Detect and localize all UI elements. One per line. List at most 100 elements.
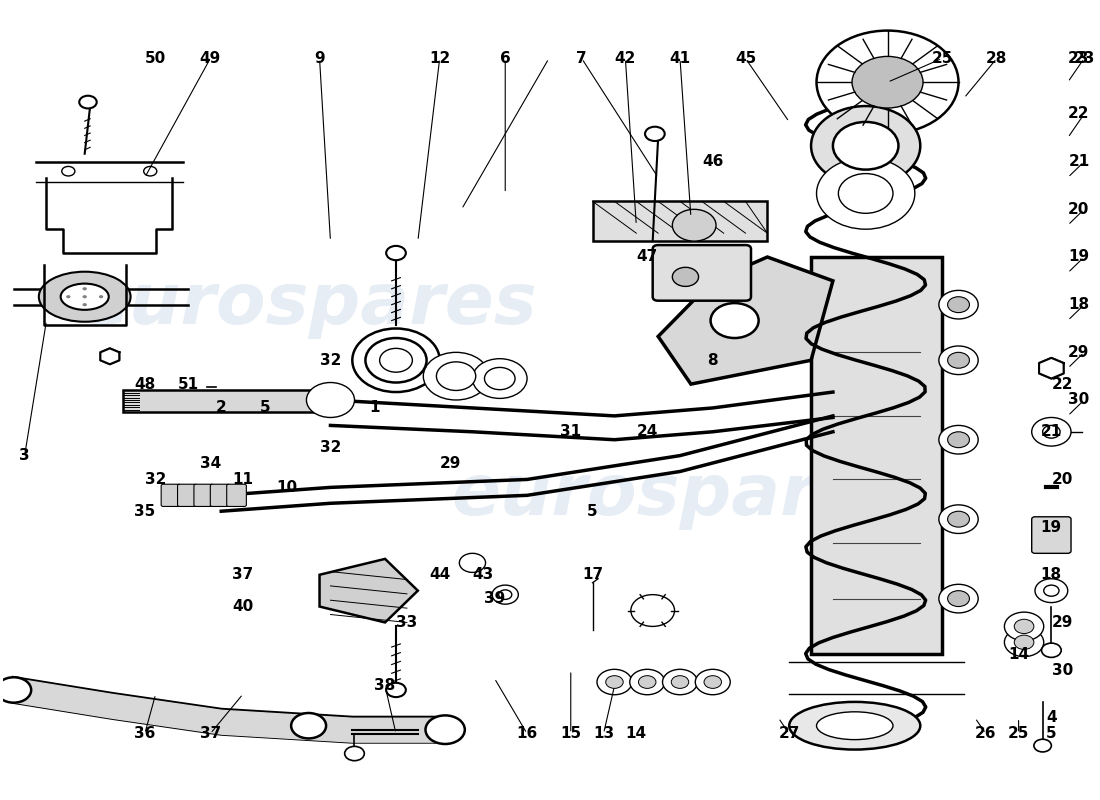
Polygon shape — [319, 559, 418, 622]
Circle shape — [484, 367, 515, 390]
Ellipse shape — [60, 284, 109, 310]
Text: 38: 38 — [374, 678, 396, 694]
Text: 18: 18 — [1041, 567, 1062, 582]
Text: 11: 11 — [232, 472, 254, 487]
Text: 23: 23 — [1074, 51, 1094, 66]
Text: 9: 9 — [315, 51, 324, 66]
Text: 36: 36 — [134, 726, 155, 741]
Polygon shape — [593, 202, 768, 241]
Text: 44: 44 — [429, 567, 450, 582]
Circle shape — [492, 585, 518, 604]
Ellipse shape — [816, 712, 893, 740]
Text: 41: 41 — [670, 51, 691, 66]
Text: 21: 21 — [1041, 424, 1062, 439]
Text: 10: 10 — [276, 480, 297, 495]
Text: 6: 6 — [499, 51, 510, 66]
Text: 20: 20 — [1052, 472, 1072, 487]
Circle shape — [947, 511, 969, 527]
Circle shape — [662, 670, 697, 694]
Circle shape — [379, 348, 412, 372]
Circle shape — [311, 386, 350, 414]
Text: 13: 13 — [593, 726, 614, 741]
Text: 27: 27 — [779, 726, 800, 741]
Bar — [123, 390, 324, 412]
Text: 32: 32 — [145, 472, 166, 487]
Circle shape — [1004, 612, 1044, 641]
Circle shape — [82, 287, 87, 290]
Circle shape — [310, 390, 340, 412]
Text: 43: 43 — [473, 567, 494, 582]
Circle shape — [947, 297, 969, 313]
Circle shape — [939, 584, 978, 613]
Circle shape — [82, 303, 87, 306]
Text: 19: 19 — [1068, 250, 1090, 265]
Text: 33: 33 — [396, 615, 418, 630]
Text: 45: 45 — [735, 51, 756, 66]
Text: 32: 32 — [320, 353, 341, 368]
Text: 40: 40 — [232, 599, 254, 614]
Text: 25: 25 — [932, 51, 953, 66]
Text: eurospares: eurospares — [452, 461, 909, 530]
Text: 51: 51 — [178, 377, 199, 392]
Text: eurospares: eurospares — [80, 270, 537, 339]
Text: 15: 15 — [560, 726, 581, 741]
Circle shape — [66, 295, 70, 298]
Text: 4: 4 — [1046, 710, 1057, 726]
Circle shape — [597, 670, 631, 694]
Text: 22: 22 — [1068, 106, 1090, 122]
Circle shape — [947, 432, 969, 448]
Text: 7: 7 — [576, 51, 587, 66]
Polygon shape — [658, 257, 833, 384]
Text: 20: 20 — [1068, 202, 1090, 217]
FancyBboxPatch shape — [162, 484, 180, 506]
Text: 16: 16 — [516, 726, 538, 741]
FancyBboxPatch shape — [227, 484, 246, 506]
Circle shape — [99, 295, 103, 298]
Circle shape — [144, 166, 157, 176]
Polygon shape — [1040, 358, 1064, 378]
Text: 46: 46 — [702, 154, 724, 169]
Text: 34: 34 — [200, 456, 221, 471]
Text: 31: 31 — [560, 424, 581, 439]
Circle shape — [672, 267, 698, 286]
Text: 29: 29 — [1068, 345, 1090, 360]
Circle shape — [939, 426, 978, 454]
Ellipse shape — [39, 272, 131, 322]
Circle shape — [1044, 585, 1059, 596]
Circle shape — [292, 713, 326, 738]
Text: 1: 1 — [368, 401, 379, 415]
Circle shape — [947, 352, 969, 368]
Circle shape — [695, 670, 730, 694]
Text: 47: 47 — [637, 250, 658, 265]
Text: 25: 25 — [1008, 726, 1030, 741]
Circle shape — [645, 126, 664, 141]
Circle shape — [672, 210, 716, 241]
Circle shape — [1034, 739, 1052, 752]
Text: 39: 39 — [484, 591, 505, 606]
FancyBboxPatch shape — [1032, 517, 1071, 554]
Text: 23: 23 — [1068, 51, 1090, 66]
Circle shape — [1004, 628, 1044, 657]
Text: 5: 5 — [1046, 726, 1057, 741]
Circle shape — [811, 106, 921, 186]
Text: 37: 37 — [232, 567, 254, 582]
Circle shape — [1014, 635, 1034, 650]
Circle shape — [816, 158, 915, 229]
Circle shape — [838, 174, 893, 214]
Circle shape — [1032, 418, 1071, 446]
Text: 29: 29 — [1052, 615, 1072, 630]
Circle shape — [1042, 643, 1062, 658]
Text: 30: 30 — [1052, 662, 1072, 678]
Text: 17: 17 — [582, 567, 603, 582]
Circle shape — [498, 590, 512, 599]
Circle shape — [437, 362, 475, 390]
Circle shape — [426, 715, 465, 744]
Circle shape — [1014, 619, 1034, 634]
Circle shape — [939, 346, 978, 374]
Text: 26: 26 — [975, 726, 997, 741]
Circle shape — [344, 746, 364, 761]
Text: 8: 8 — [707, 353, 718, 368]
Ellipse shape — [789, 702, 921, 750]
Polygon shape — [811, 257, 942, 654]
Text: 30: 30 — [1068, 393, 1090, 407]
